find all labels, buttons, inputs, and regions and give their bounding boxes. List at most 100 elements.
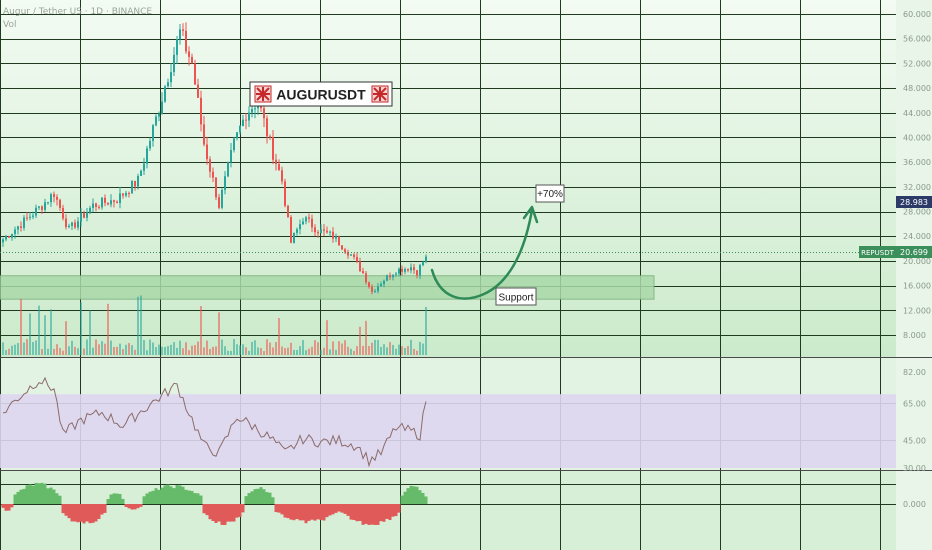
- momentum-bar: [412, 486, 416, 504]
- momentum-bar: [220, 504, 224, 525]
- candles[interactable]: [2, 22, 427, 295]
- momentum-bar: [103, 504, 107, 513]
- momentum-bar: [175, 485, 179, 504]
- support-annotation[interactable]: Support: [495, 287, 537, 306]
- volume-bar: [74, 346, 76, 355]
- momentum-bar: [154, 488, 158, 504]
- momentum-bar: [310, 504, 314, 520]
- target-annotation[interactable]: +70%: [535, 184, 565, 203]
- volume-bar: [290, 342, 292, 355]
- candle-body: [329, 231, 331, 233]
- momentum-bar: [232, 504, 236, 522]
- momentum-bar: [397, 504, 401, 513]
- price-axis-background: [896, 0, 932, 550]
- symbol-annotation[interactable]: AUGURUSDT: [249, 81, 393, 107]
- volume-bar: [389, 342, 391, 355]
- momentum-bar: [127, 504, 131, 509]
- momentum-bar: [304, 504, 308, 524]
- candle-body: [287, 205, 289, 218]
- volume-bar: [35, 340, 37, 355]
- candle-body: [338, 236, 340, 246]
- candle-body: [80, 213, 82, 222]
- momentum-bar: [379, 504, 383, 522]
- volume-bar: [5, 350, 7, 355]
- candle-body: [152, 125, 154, 141]
- candle-body: [14, 229, 16, 234]
- volume-bar: [2, 342, 4, 355]
- volume-bar: [89, 310, 91, 355]
- volume-bar: [356, 346, 358, 355]
- volume-bar: [47, 348, 49, 355]
- current-symbol-tag: REPUSDT: [859, 246, 896, 258]
- volume-bar: [338, 341, 340, 355]
- volume-bar: [68, 346, 70, 355]
- volume-bar: [152, 342, 154, 355]
- candle-body: [92, 203, 94, 208]
- momentum-bar: [217, 504, 221, 522]
- momentum-bar: [163, 485, 167, 504]
- momentum-bar: [88, 504, 92, 524]
- volume-bar: [419, 341, 421, 355]
- momentum-bar: [301, 504, 305, 521]
- candle-body: [200, 97, 202, 125]
- momentum-bar: [208, 504, 212, 520]
- volume-bar: [17, 343, 19, 355]
- momentum-bar: [190, 490, 194, 504]
- volume-bar: [323, 347, 325, 355]
- volume-bar: [59, 347, 61, 355]
- volume-bar: [239, 345, 241, 355]
- volume-bar: [287, 347, 289, 355]
- volume-bar: [20, 298, 22, 355]
- volume-bar: [377, 339, 379, 355]
- momentum-bar: [58, 495, 62, 504]
- momentum-bar: [235, 504, 239, 518]
- candle-body: [272, 137, 274, 160]
- candle-body: [317, 232, 319, 234]
- rsi-tick-label: 65.00: [903, 399, 926, 408]
- candle-body: [176, 39, 178, 55]
- candle-body: [341, 245, 343, 250]
- volume-bar: [332, 341, 334, 355]
- candle-body: [59, 199, 61, 208]
- momentum-bar: [415, 486, 419, 504]
- candle-body: [56, 196, 58, 200]
- candle-body: [95, 203, 97, 207]
- momentum-bar: [148, 491, 152, 504]
- momentum-bar: [280, 504, 284, 515]
- candle-body: [155, 116, 157, 126]
- volume-bar: [14, 344, 16, 355]
- volume-bar: [128, 343, 130, 355]
- support-zone[interactable]: [0, 275, 655, 300]
- candle-body: [335, 236, 337, 239]
- candle-body: [401, 268, 403, 272]
- price-axis[interactable]: 60.000 56.000 52.000 48.000 44.000 40.000 36.0…: [903, 10, 931, 340]
- momentum-bar: [373, 504, 377, 525]
- rsi-axis[interactable]: 82.00 65.00 45.00 30.00: [903, 368, 926, 473]
- momentum-axis[interactable]: 0.000: [903, 500, 926, 509]
- momentum-bar: [118, 493, 122, 504]
- volume-bar: [305, 350, 307, 355]
- volume-bar: [29, 313, 31, 355]
- momentum-bar: [403, 491, 407, 504]
- volume-bar: [359, 326, 361, 355]
- momentum-bar: [214, 504, 218, 523]
- ornament-right-icon: [371, 85, 389, 103]
- momentum-bar: [157, 489, 161, 504]
- volume-bar: [269, 342, 271, 355]
- volume-bar: [278, 318, 280, 355]
- symbol-legend: Augur / Tether US · 1D · BINANCE: [3, 7, 152, 17]
- momentum-bar: [205, 504, 209, 516]
- momentum-bar: [388, 504, 392, 521]
- volume-bar: [254, 340, 256, 355]
- momentum-bar: [49, 487, 53, 504]
- projection-arrow[interactable]: [430, 208, 534, 300]
- momentum-bar: [22, 488, 26, 504]
- volume-bar: [221, 339, 223, 355]
- momentum-bar: [229, 504, 233, 522]
- momentum-bar: [121, 498, 125, 504]
- momentum-bar: [136, 504, 140, 509]
- candle-body: [167, 82, 169, 87]
- momentum-bar: [286, 504, 290, 519]
- price-tick-label: 60.000: [903, 10, 931, 19]
